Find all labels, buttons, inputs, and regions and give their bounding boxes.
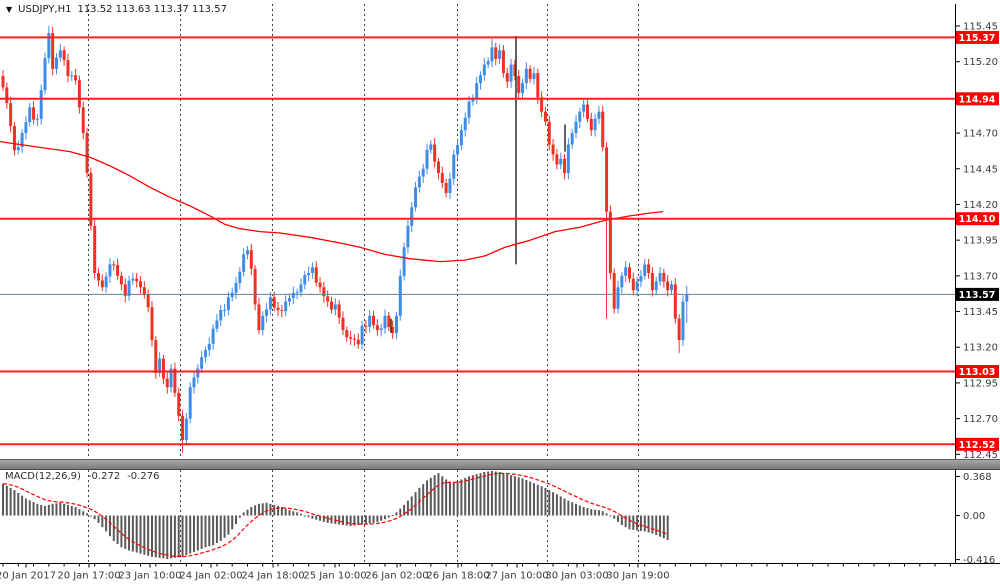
svg-text:114.45: 114.45	[963, 164, 998, 175]
svg-text:114.70: 114.70	[963, 129, 998, 140]
macd-indicator-label: MACD(12,26,9) -0.272 -0.276	[5, 471, 159, 482]
price-tag-114.94	[956, 92, 999, 106]
svg-text:113.57: 113.57	[959, 290, 996, 301]
svg-text:27 Jan 10:00: 27 Jan 10:00	[485, 571, 548, 582]
chart-symbol-label: USDJPY,H1	[18, 4, 72, 15]
svg-text:-0.416: -0.416	[963, 555, 995, 566]
panel-splitter[interactable]	[0, 459, 1000, 470]
price-tag-112.52	[956, 437, 999, 451]
chart-ohlc-values: 113.52 113.63 113.37 113.57	[77, 4, 227, 15]
svg-text:114.10: 114.10	[959, 214, 996, 225]
svg-text:112.52: 112.52	[959, 440, 996, 451]
svg-text:24 Jan 02:00: 24 Jan 02:00	[179, 571, 242, 582]
svg-text:23 Jan 10:00: 23 Jan 10:00	[118, 571, 181, 582]
macd-main-value: -0.272	[87, 471, 121, 482]
price-tag-115.37	[956, 30, 999, 44]
svg-text:0.368: 0.368	[963, 472, 992, 483]
svg-text:115.20: 115.20	[963, 57, 998, 68]
svg-text:20 Jan 17:00: 20 Jan 17:00	[57, 571, 120, 582]
svg-text:115.45: 115.45	[963, 22, 998, 33]
svg-text:26 Jan 18:00: 26 Jan 18:00	[426, 571, 489, 582]
day-separator-lines	[88, 4, 639, 563]
svg-text:113.45: 113.45	[963, 307, 998, 318]
macd-signal-value: -0.276	[127, 471, 160, 482]
svg-text:0.00: 0.00	[963, 511, 985, 522]
svg-text:112.95: 112.95	[963, 378, 998, 389]
price-tags: 115.37 114.94 114.10 113.03 112.52 113.57	[956, 30, 999, 451]
svg-text:26 Jan 02:00: 26 Jan 02:00	[365, 571, 428, 582]
macd-name: MACD(12,26,9)	[5, 471, 81, 482]
svg-text:113.70: 113.70	[963, 271, 998, 282]
svg-text:30 Jan 03:00: 30 Jan 03:00	[545, 571, 608, 582]
svg-text:114.20: 114.20	[963, 200, 998, 211]
svg-text:113.95: 113.95	[963, 236, 998, 247]
svg-text:112.45: 112.45	[963, 450, 998, 461]
price-axis[interactable]: 115.45115.20114.95114.70114.45114.20113.…	[955, 4, 998, 566]
svg-text:112.70: 112.70	[963, 414, 998, 425]
price-tag-114.10	[956, 212, 999, 226]
dark-spike-bars	[390, 35, 566, 333]
svg-text:25 Jan 10:00: 25 Jan 10:00	[303, 571, 366, 582]
svg-text:30 Jan 19:00: 30 Jan 19:00	[606, 571, 669, 582]
macd-histogram	[2, 470, 669, 559]
svg-text:114.94: 114.94	[959, 94, 996, 105]
symbol-dropdown-arrow-icon[interactable]: ▼	[6, 5, 13, 14]
svg-text:113.20: 113.20	[963, 343, 998, 354]
price-tag-113.03	[956, 364, 999, 378]
price-tag-113.57	[956, 287, 999, 301]
macd-signal-line	[2, 472, 668, 558]
svg-text:115.37: 115.37	[959, 33, 996, 44]
chart-title: ▼ USDJPY,H1 113.52 113.63 113.37 113.57	[6, 4, 227, 15]
candles-layer	[1, 26, 689, 453]
moving-average-line[interactable]	[0, 140, 664, 263]
svg-text:24 Jan 18:00: 24 Jan 18:00	[241, 571, 304, 582]
svg-text:113.03: 113.03	[959, 367, 996, 378]
svg-text:20 Jan 2017: 20 Jan 2017	[0, 571, 56, 582]
